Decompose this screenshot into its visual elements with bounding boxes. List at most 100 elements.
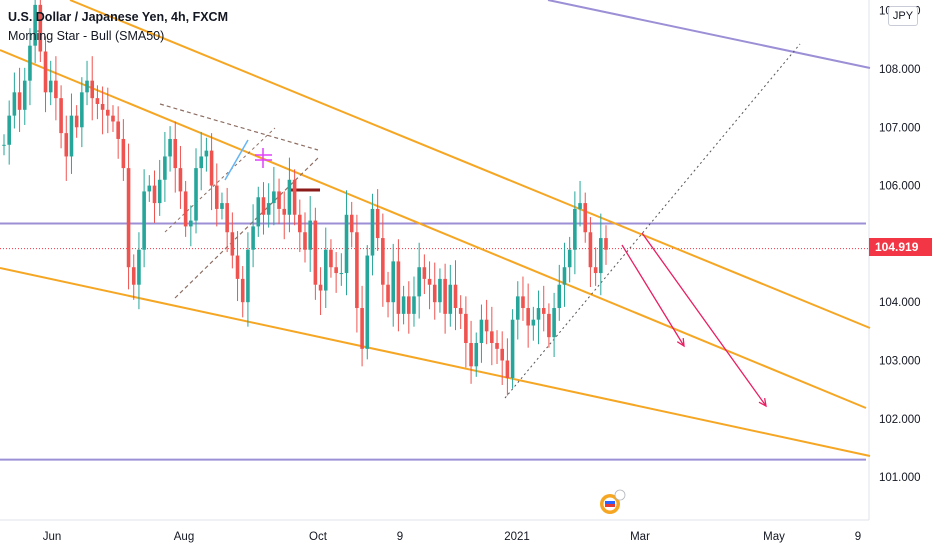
candle-body xyxy=(448,284,453,314)
candle-body xyxy=(573,208,577,250)
candle-body xyxy=(406,296,411,314)
candles xyxy=(2,0,608,396)
candle-body xyxy=(204,150,209,157)
y-tick-label: 108.000 xyxy=(879,64,921,76)
candle-body xyxy=(593,267,598,274)
candle-body xyxy=(515,296,520,320)
candle-body xyxy=(458,308,463,314)
candle-body xyxy=(339,273,344,275)
candle-body xyxy=(230,232,235,256)
candle-body xyxy=(126,168,131,268)
currency-badge[interactable]: JPY xyxy=(888,6,918,26)
x-tick-label: 9 xyxy=(855,531,861,543)
candle-body xyxy=(479,319,484,344)
candle-body xyxy=(557,284,562,309)
candle-body xyxy=(147,185,152,192)
candle-body xyxy=(261,197,266,215)
candle-body xyxy=(490,331,494,344)
candle-body xyxy=(2,144,6,146)
candle-body xyxy=(453,284,458,309)
x-tick-label: 2021 xyxy=(504,531,530,543)
candle-body xyxy=(578,203,582,209)
y-tick-label: 106.000 xyxy=(879,181,921,193)
candle-body xyxy=(329,249,333,268)
candle-body xyxy=(370,208,375,256)
candle-body xyxy=(235,255,240,279)
candle-body xyxy=(48,80,53,93)
projection-arrows xyxy=(621,232,767,408)
upper-resistance-line xyxy=(547,0,871,69)
candle-body xyxy=(38,4,43,52)
candle-body xyxy=(526,308,530,326)
candle-body xyxy=(500,348,505,361)
candle-body xyxy=(214,185,219,209)
candle-body xyxy=(105,109,110,116)
candle-body xyxy=(277,191,281,209)
pattern-blue-line xyxy=(224,139,249,181)
candle-body xyxy=(22,80,27,110)
y-tick-label: 104.000 xyxy=(879,297,921,309)
candle-body xyxy=(552,308,556,338)
candle-body xyxy=(484,319,489,332)
candle-body xyxy=(220,203,224,209)
candle-body xyxy=(298,214,302,233)
x-tick-label: Jun xyxy=(43,531,62,543)
candle-body xyxy=(64,133,69,157)
candle-body xyxy=(7,115,11,145)
time-axis-ticks: Jun Aug Oct 9 2021 Mar May 9 xyxy=(43,531,861,543)
tradingview-logo-icon[interactable] xyxy=(596,488,628,516)
candle-body xyxy=(334,267,338,274)
candle-body xyxy=(355,232,359,309)
candle-body xyxy=(272,191,276,204)
candle-body xyxy=(323,249,328,291)
candle-body xyxy=(251,226,255,250)
candle-body xyxy=(256,197,261,227)
x-tick-label: 9 xyxy=(397,531,403,543)
candle-body xyxy=(474,343,479,367)
candle-body xyxy=(386,284,390,303)
candle-body xyxy=(199,156,204,169)
candle-body xyxy=(28,45,32,81)
candle-body xyxy=(464,313,468,344)
candle-body xyxy=(74,115,79,128)
candle-body xyxy=(287,179,292,215)
candle-body xyxy=(422,267,427,279)
candle-body xyxy=(85,80,89,93)
candle-body xyxy=(531,319,536,326)
candle-body xyxy=(17,92,22,110)
chart-title: U.S. Dollar / Japanese Yen, 4h, FXCM xyxy=(8,10,228,24)
candle-body xyxy=(282,208,287,215)
candle-body xyxy=(152,185,157,204)
pattern-dashed-line xyxy=(174,157,319,299)
indicator-label[interactable]: Morning Star - Bull (SMA50) xyxy=(8,29,165,43)
candle-body xyxy=(396,261,401,314)
channel-lower-line xyxy=(0,267,871,457)
candle-body xyxy=(266,203,271,215)
candle-body xyxy=(313,220,318,285)
candle-body xyxy=(599,238,603,274)
x-tick-label: Oct xyxy=(309,531,328,543)
candle-body xyxy=(541,308,546,314)
arrow-head xyxy=(676,337,685,348)
pattern-drawings xyxy=(159,103,320,299)
candle-body xyxy=(401,296,406,314)
candle-body xyxy=(43,51,48,93)
y-tick-label: 101.000 xyxy=(879,472,921,484)
candle-body xyxy=(225,203,229,233)
candle-body xyxy=(54,80,58,99)
candle-body xyxy=(344,214,349,274)
candle-body xyxy=(469,343,473,367)
y-tick-label: 103.000 xyxy=(879,356,921,368)
candle-body xyxy=(194,168,198,221)
candle-body xyxy=(432,284,437,303)
candle-body xyxy=(303,232,307,250)
channel-upper-line xyxy=(69,0,871,329)
candle-body xyxy=(318,284,323,291)
y-tick-label: 107.000 xyxy=(879,122,921,134)
candle-body xyxy=(381,238,385,285)
candle-body xyxy=(505,360,510,378)
candle-body xyxy=(131,267,136,285)
candle-body xyxy=(521,296,525,309)
channel-middle-line xyxy=(0,49,867,409)
